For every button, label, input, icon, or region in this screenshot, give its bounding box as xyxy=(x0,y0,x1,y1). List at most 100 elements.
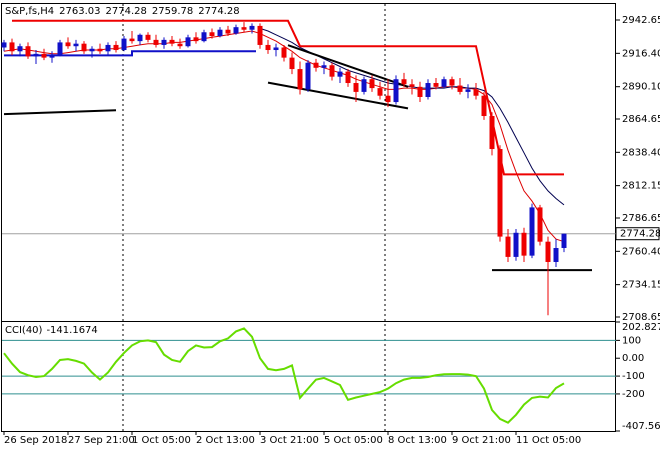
candle-body xyxy=(153,39,159,45)
chart-object-line xyxy=(12,19,564,176)
x-tick-label: 26 Sep 2018 xyxy=(4,435,67,446)
indicator-value: -141.1674 xyxy=(46,325,97,336)
candle-body xyxy=(409,84,415,87)
candle-body xyxy=(385,95,391,103)
chart-object-line xyxy=(267,81,409,110)
candle-body xyxy=(521,232,527,256)
candle-body xyxy=(97,48,103,52)
candle-body xyxy=(113,44,119,51)
candle-body xyxy=(137,34,143,42)
chart-object-line xyxy=(3,109,117,116)
candle-body xyxy=(377,88,383,96)
y-tick-label: 2812.15 xyxy=(622,181,660,192)
candle-body xyxy=(145,34,151,40)
y-tick-label: 2864.65 xyxy=(622,114,660,125)
y-tick-label: 2786.65 xyxy=(622,213,660,224)
candle-body xyxy=(257,25,263,45)
candle-body xyxy=(369,79,375,89)
candle-body xyxy=(401,79,407,85)
candle-body xyxy=(49,55,55,58)
candle-body xyxy=(481,95,487,117)
candle-body xyxy=(441,79,447,87)
candle-body xyxy=(249,25,255,30)
candle-body xyxy=(185,37,191,47)
candle-body xyxy=(281,47,287,58)
candle-body xyxy=(193,37,199,42)
candle-body xyxy=(353,83,359,92)
open-value: 2763.03 xyxy=(59,6,100,17)
candle-body xyxy=(505,236,511,257)
candle-body xyxy=(529,207,535,256)
y-tick-label: 2916.40 xyxy=(622,48,660,59)
chart-object-line xyxy=(4,50,256,57)
candle-body xyxy=(489,116,495,150)
indicator-title: CCI(40) xyxy=(5,325,43,336)
candle-body xyxy=(89,48,95,52)
candle-body xyxy=(9,42,15,52)
candle-body xyxy=(105,44,111,52)
candle-body xyxy=(177,43,183,47)
candle-body xyxy=(465,89,471,92)
candle-body xyxy=(17,46,23,52)
current-price-label: 2774.28 xyxy=(620,229,660,240)
x-tick-label: 3 Oct 21:00 xyxy=(260,435,319,446)
x-tick-label: 9 Oct 21:00 xyxy=(452,435,511,446)
cci-y-tick-label: -100 xyxy=(622,371,645,382)
candle-body xyxy=(225,29,231,34)
x-tick-label: 5 Oct 05:00 xyxy=(324,435,383,446)
x-tick-label: 27 Sep 21:00 xyxy=(68,435,135,446)
y-tick-label: 2890.10 xyxy=(622,82,660,93)
cci-y-tick-label: 0.00 xyxy=(622,353,644,364)
high-value: 2774.28 xyxy=(106,6,147,17)
x-tick-label: 11 Oct 05:00 xyxy=(516,435,581,446)
candle-body xyxy=(161,39,167,45)
candle-body xyxy=(497,149,503,237)
candle-body xyxy=(121,38,127,51)
candle-body xyxy=(393,79,399,103)
candle-body xyxy=(417,86,423,97)
candle-body xyxy=(73,43,79,47)
candle-body xyxy=(33,53,39,57)
candle-body xyxy=(169,39,175,44)
candle-body xyxy=(425,83,431,97)
y-tick-label: 2708.65 xyxy=(622,312,660,323)
candle-body xyxy=(289,57,295,70)
candle-body xyxy=(345,71,351,84)
candle-body xyxy=(81,43,87,52)
candle-body xyxy=(313,62,319,68)
candle-body xyxy=(1,42,7,48)
candle-body xyxy=(57,42,63,56)
candle-body xyxy=(473,89,479,96)
candle-body xyxy=(449,79,455,86)
low-value: 2759.78 xyxy=(152,6,193,17)
candle-body xyxy=(233,27,239,34)
x-tick-label: 8 Oct 13:00 xyxy=(388,435,447,446)
cci-y-tick-label: 100 xyxy=(622,335,641,346)
candle-body xyxy=(321,65,327,68)
candle-body xyxy=(457,85,463,92)
candle-body xyxy=(537,207,543,242)
candle-body xyxy=(65,42,71,47)
y-tick-label: 2760.40 xyxy=(622,246,660,257)
cci-y-tick-label: -200 xyxy=(622,389,645,400)
candle-body xyxy=(25,46,31,57)
candle-body xyxy=(305,62,311,90)
cci-line xyxy=(3,327,565,424)
symbol: S&P,fs,H4 xyxy=(5,6,54,17)
candle-body xyxy=(513,232,519,257)
candle-body xyxy=(337,71,343,77)
candle-body xyxy=(297,69,303,90)
current-price-box xyxy=(615,227,660,241)
candle-body xyxy=(265,44,271,51)
x-tick-label: 1 Oct 05:00 xyxy=(132,435,191,446)
x-tick-label: 2 Oct 13:00 xyxy=(196,435,255,446)
candle-body xyxy=(545,241,551,262)
candle-body xyxy=(217,29,223,37)
candle-body xyxy=(433,83,439,87)
y-tick-label: 2838.40 xyxy=(622,147,660,158)
candle-body xyxy=(361,79,367,92)
candle-body xyxy=(209,32,215,37)
candle-body xyxy=(273,47,279,51)
